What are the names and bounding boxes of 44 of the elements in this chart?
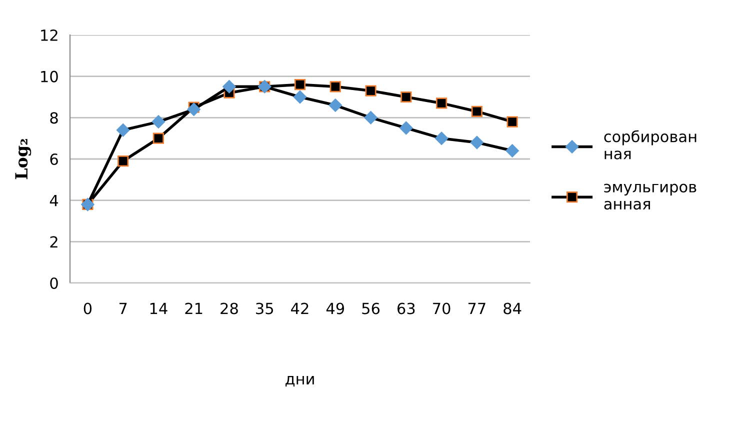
y-tick-label: 4 bbox=[50, 195, 58, 206]
point bbox=[400, 91, 412, 103]
point bbox=[471, 106, 482, 118]
x-tick-label: 84 bbox=[504, 302, 522, 314]
point bbox=[470, 136, 484, 150]
y-tick-label: 2 bbox=[50, 236, 58, 248]
y-tick-label: 10 bbox=[41, 70, 58, 82]
y-tick-label: 12 bbox=[41, 29, 58, 41]
x-tick-label: 77 bbox=[468, 302, 486, 314]
x-tick-label: 63 bbox=[398, 302, 415, 314]
x-tick-label: 49 bbox=[326, 302, 344, 314]
point bbox=[152, 115, 166, 128]
point bbox=[294, 79, 306, 90]
x-axis-title: дни bbox=[286, 376, 314, 387]
legend-label: сорбированная bbox=[604, 130, 696, 160]
point bbox=[187, 102, 200, 116]
x-tick-label: 7 bbox=[119, 302, 127, 314]
y-tick-label: 0 bbox=[50, 277, 58, 290]
x-tick-label: 42 bbox=[291, 302, 308, 314]
point bbox=[328, 98, 342, 112]
point bbox=[365, 85, 376, 96]
x-tick-label: 35 bbox=[256, 302, 273, 314]
point bbox=[116, 123, 130, 137]
y-tick-label: 6 bbox=[50, 153, 58, 166]
point bbox=[330, 81, 341, 92]
x-tick-label: 70 bbox=[433, 302, 450, 314]
x-tick-label: 0 bbox=[84, 302, 92, 314]
x-tick-label: 28 bbox=[220, 302, 238, 314]
point bbox=[222, 80, 236, 94]
point bbox=[506, 116, 518, 128]
point bbox=[436, 98, 448, 109]
point bbox=[152, 132, 164, 144]
legend-label: эмульгированная bbox=[604, 184, 696, 210]
x-tick-label: 14 bbox=[150, 302, 168, 314]
point bbox=[434, 132, 448, 145]
x-tick-label: 21 bbox=[185, 302, 202, 314]
y-axis-title: Log₂ bbox=[15, 139, 32, 180]
point bbox=[400, 121, 413, 135]
point bbox=[118, 156, 129, 167]
y-tick-label: 8 bbox=[50, 112, 58, 124]
point bbox=[364, 111, 378, 124]
point bbox=[293, 90, 307, 104]
point bbox=[506, 144, 519, 158]
x-tick-label: 56 bbox=[362, 302, 380, 314]
